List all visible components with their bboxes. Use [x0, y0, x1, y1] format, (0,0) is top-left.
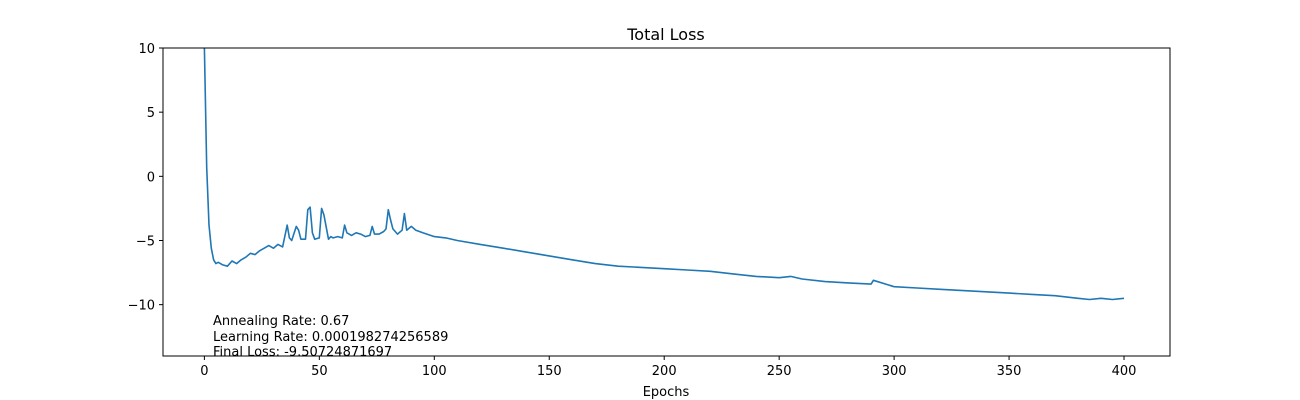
annotation-learning-rate: Learning Rate: 0.000198274256589 — [213, 330, 448, 345]
chart-title: Total Loss — [626, 25, 705, 44]
x-tick-label: 50 — [311, 364, 328, 379]
x-tick-label: 300 — [882, 364, 907, 379]
x-tick-label: 400 — [1112, 364, 1137, 379]
x-tick-label: 200 — [652, 364, 677, 379]
x-axis-label: Epochs — [643, 385, 690, 400]
y-tick-label: −5 — [136, 235, 155, 250]
x-tick-label: 350 — [997, 364, 1022, 379]
x-tick-label: 100 — [422, 364, 447, 379]
x-tick-label: 0 — [200, 364, 208, 379]
y-tick-label: −10 — [128, 299, 155, 314]
plot-frame — [162, 47, 1171, 357]
series-line-0 — [203, 48, 1125, 301]
annotation-annealing-rate: Annealing Rate: 0.67 — [213, 314, 349, 329]
x-tick-label: 150 — [537, 364, 562, 379]
y-tick-label: 10 — [138, 42, 155, 57]
y-tick-label: 0 — [147, 170, 155, 185]
y-tick-label: 5 — [147, 106, 155, 121]
annotation-final-loss: Final Loss: -9.50724871697 — [213, 345, 392, 360]
x-tick-label: 250 — [767, 364, 792, 379]
